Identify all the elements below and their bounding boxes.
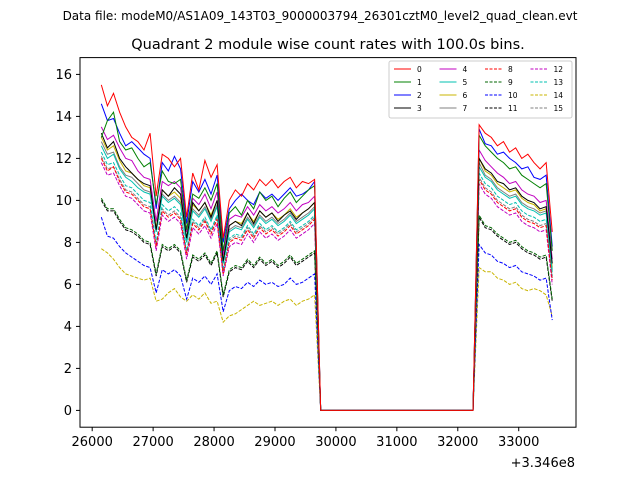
plot-series [100, 84, 553, 411]
y-tick-label: 0 [64, 404, 72, 419]
legend-label-12: 12 [554, 65, 564, 74]
y-tick-label: 2 [64, 362, 72, 377]
series-line-8 [100, 158, 553, 411]
x-tick-label: 29000 [254, 435, 295, 450]
legend-label-4: 4 [463, 65, 468, 74]
figure-suptitle: Data file: modeM0/AS1A09_143T03_90000037… [63, 9, 578, 23]
x-offset-label: +3.346e8 [511, 456, 575, 471]
y-tick-label: 6 [64, 278, 72, 293]
y-tick-label: 16 [55, 68, 72, 83]
legend-label-7: 7 [463, 104, 468, 113]
x-tick-label: 30000 [315, 435, 356, 450]
x-tick-label: 32000 [437, 435, 478, 450]
x-tick-label: 33000 [498, 435, 539, 450]
legend-label-2: 2 [417, 91, 422, 100]
legend-label-1: 1 [417, 78, 422, 87]
y-tick-label: 14 [55, 110, 72, 125]
legend-label-3: 3 [417, 104, 422, 113]
legend-label-0: 0 [417, 65, 422, 74]
x-tick-label: 28000 [193, 435, 234, 450]
y-tick-label: 10 [55, 194, 72, 209]
legend-label-9: 9 [508, 78, 513, 87]
legend-label-8: 8 [508, 65, 513, 74]
chart-title: Quadrant 2 module wise count rates with … [131, 37, 525, 53]
x-axis: 26000 27000 28000 29000 30000 31000 32000 33000 [72, 427, 539, 450]
y-tick-label: 12 [55, 152, 72, 167]
legend-label-10: 10 [508, 91, 518, 100]
legend-label-14: 14 [554, 91, 564, 100]
plot-frame [79, 57, 577, 428]
legend-label-13: 13 [554, 78, 564, 87]
legend-label-6: 6 [463, 91, 468, 100]
legend-label-5: 5 [463, 78, 468, 87]
y-axis: 0 2 4 6 8 10 12 14 16 [55, 68, 80, 419]
series-line-0 [100, 84, 553, 411]
y-tick-label: 4 [64, 320, 72, 335]
x-tick-label: 27000 [132, 435, 173, 450]
legend-box [388, 60, 573, 119]
x-tick-label: 26000 [72, 435, 113, 450]
legend-label-15: 15 [554, 104, 564, 113]
x-tick-label: 31000 [376, 435, 417, 450]
y-tick-label: 8 [64, 236, 72, 251]
legend-label-11: 11 [508, 104, 518, 113]
